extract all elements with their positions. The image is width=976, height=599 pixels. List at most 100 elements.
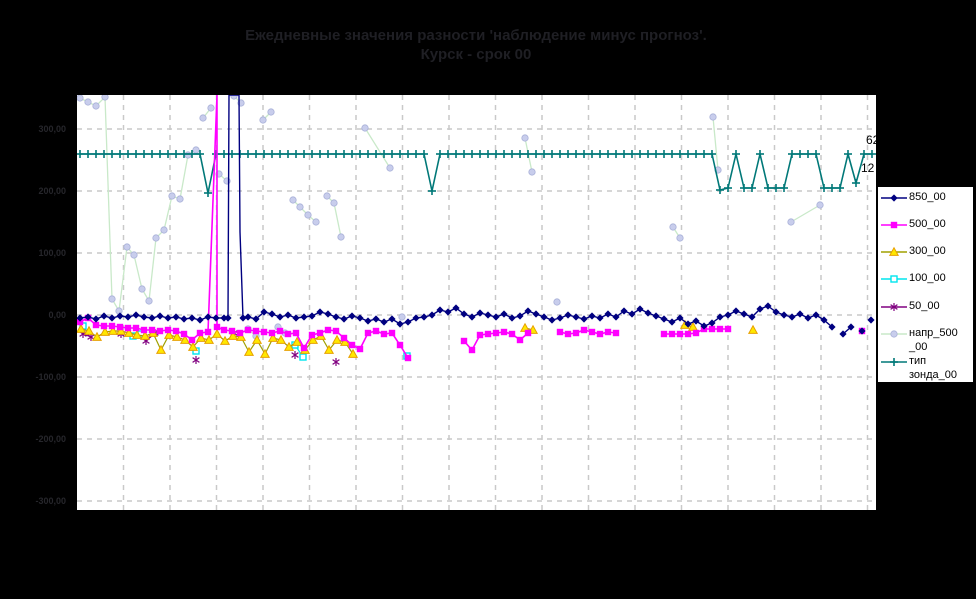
legend-label: 500_00 — [909, 218, 946, 230]
diamond-marker-icon — [396, 320, 404, 328]
diamond-marker-icon — [620, 307, 628, 315]
diamond-marker-icon — [700, 322, 708, 330]
square-marker-icon — [276, 327, 284, 335]
square-marker-icon — [148, 326, 156, 334]
plus-marker-icon — [372, 150, 380, 158]
triangle-marker-icon — [235, 331, 247, 341]
square-marker-icon — [468, 346, 476, 354]
plus-marker-icon — [308, 150, 316, 158]
plus-marker-icon — [292, 150, 300, 158]
dot-marker-icon — [101, 95, 109, 101]
plus-marker-icon — [452, 150, 460, 158]
series-line — [790, 204, 821, 223]
y-tick-label: -100,00 — [35, 372, 66, 382]
square-marker-icon — [460, 337, 468, 345]
diamond-marker-icon — [372, 315, 380, 323]
diamond-marker-icon — [356, 314, 364, 322]
plus-marker-icon — [890, 358, 898, 366]
plus-marker-icon — [620, 150, 628, 158]
triangle-marker-icon — [131, 329, 143, 339]
plus-marker-icon — [764, 184, 772, 192]
plus-marker-icon — [820, 184, 828, 192]
series-500_00 — [77, 95, 866, 362]
triangle-marker-icon — [227, 330, 239, 340]
diamond-marker-icon — [588, 312, 596, 320]
y-tick-label: -300,00 — [35, 496, 66, 506]
diamond-marker-icon — [764, 302, 772, 310]
plus-marker-icon — [740, 184, 748, 192]
asterisk-marker-icon — [332, 358, 340, 366]
diamond-marker-icon — [839, 330, 847, 338]
diamond-marker-icon — [224, 314, 232, 322]
plot-background — [77, 95, 876, 510]
square-marker-icon — [228, 327, 236, 335]
series-line — [364, 127, 391, 169]
plus-marker-icon — [188, 150, 196, 158]
series-300_00 — [77, 319, 759, 358]
triangle-marker-icon — [888, 246, 900, 256]
dot-marker-icon — [289, 196, 297, 204]
plus-marker-icon — [796, 150, 804, 158]
square-marker-icon — [524, 329, 532, 337]
plus-marker-icon — [756, 150, 764, 158]
triangle-marker-icon — [251, 334, 263, 344]
square-marker-icon — [308, 331, 316, 339]
plus-marker-icon — [484, 150, 492, 158]
triangle-marker-icon — [219, 335, 231, 345]
diamond-marker-icon — [77, 314, 84, 322]
diamond-marker-icon — [180, 315, 188, 323]
plus-marker-icon — [724, 184, 732, 192]
triangle-marker-icon — [179, 334, 191, 344]
diamond-marker-icon — [548, 316, 556, 324]
diamond-marker-icon — [116, 312, 124, 320]
triangle-marker-icon — [747, 324, 759, 334]
plus-marker-icon — [108, 150, 116, 158]
series-line — [712, 116, 719, 171]
diamond-marker-icon — [380, 318, 388, 326]
dot-marker-icon — [267, 108, 275, 116]
plus-marker-icon — [428, 187, 436, 195]
data-label: 12 — [861, 161, 875, 175]
diamond-marker-icon — [468, 313, 476, 321]
triangle-marker-icon — [291, 336, 303, 346]
square-marker-icon — [116, 323, 124, 331]
square-marker-icon — [596, 330, 604, 338]
square-marker-icon — [316, 329, 324, 337]
plus-marker-icon — [476, 150, 484, 158]
diamond-marker-icon — [148, 314, 156, 322]
square-marker-icon — [268, 329, 276, 337]
plus-marker-icon — [444, 150, 452, 158]
diamond-marker-icon — [812, 311, 820, 319]
diamond-marker-icon — [890, 194, 898, 202]
square-marker-icon — [484, 330, 492, 338]
square-marker-icon — [100, 322, 108, 330]
diamond-marker-icon — [276, 313, 284, 321]
diamond-marker-icon — [684, 320, 692, 328]
plus-marker-icon — [676, 150, 684, 158]
plus-marker-icon — [100, 150, 108, 158]
triangle-marker-icon — [91, 331, 103, 341]
diamond-marker-icon — [708, 319, 716, 327]
square-marker-icon — [340, 334, 348, 342]
diamond-marker-icon — [172, 313, 180, 321]
plus-marker-icon — [404, 150, 412, 158]
legend-swatch-icon — [881, 194, 907, 202]
diamond-marker-icon — [244, 313, 252, 321]
dot-marker-icon — [230, 95, 238, 100]
plus-marker-icon — [172, 150, 180, 158]
plus-marker-icon — [860, 150, 868, 158]
diamond-marker-icon — [292, 314, 300, 322]
diamond-marker-icon — [828, 323, 836, 331]
diamond-marker-icon — [636, 305, 644, 313]
triangle-marker-icon — [243, 346, 255, 356]
series-850_00 — [77, 95, 875, 338]
plus-marker-icon — [540, 150, 548, 158]
square-marker-icon — [716, 325, 724, 333]
legend-label: 100_00 — [909, 272, 946, 284]
plus-marker-icon — [412, 150, 420, 158]
diamond-marker-icon — [316, 308, 324, 316]
plus-marker-icon — [124, 150, 132, 158]
diamond-marker-icon — [724, 311, 732, 319]
diamond-marker-icon — [340, 315, 348, 323]
